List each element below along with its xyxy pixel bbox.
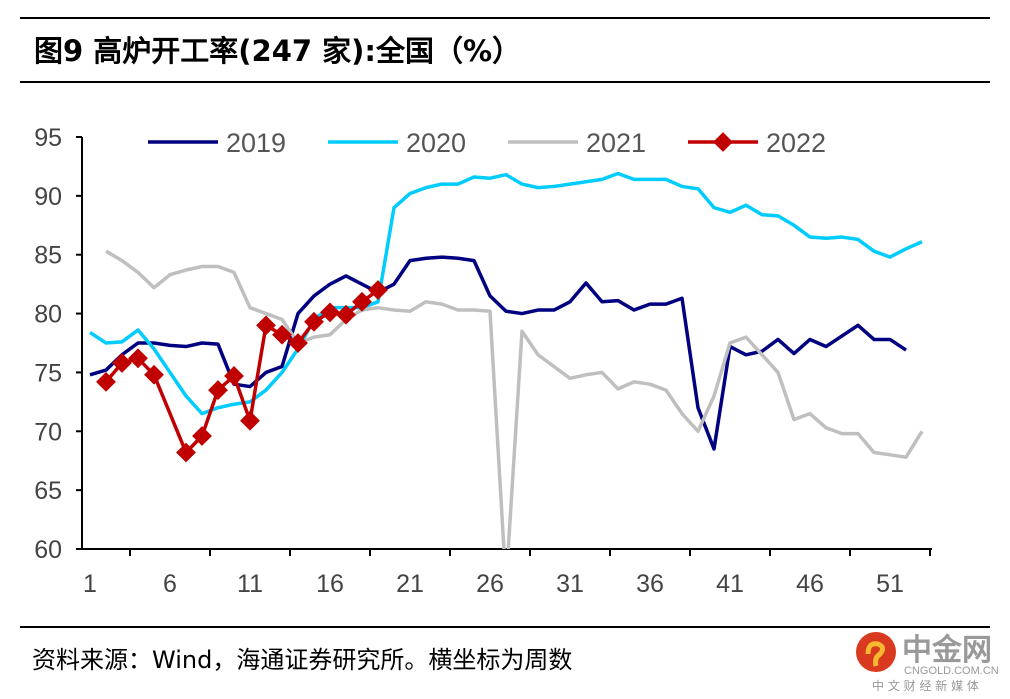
logo-tagline: 中 文 财 经 新 媒 体 (872, 678, 979, 693)
x-tick-label: 31 (556, 570, 584, 598)
data-point-2022 (368, 280, 388, 300)
chart-title: 图9 高炉开工率(247 家):全国（%） (34, 34, 522, 68)
cngold-logo: 中金网 CNGOLD.COM.CN 中 文 财 经 新 媒 体 (852, 622, 1002, 694)
logo-emblem-icon (856, 632, 896, 672)
x-tick-label: 6 (163, 570, 177, 598)
y-tick-label: 60 (34, 536, 62, 564)
data-point-2022 (336, 304, 356, 325)
series-line-2021 (105, 249, 924, 549)
legend-label-2020: 2020 (406, 128, 466, 158)
y-tick-label: 95 (34, 124, 62, 152)
logo-name: 中金网 (902, 633, 992, 668)
footer-rule (20, 626, 990, 628)
x-tick-label: 41 (716, 570, 744, 598)
data-point-2022 (352, 291, 372, 312)
data-point-2022 (176, 442, 196, 463)
legend-label-2022: 2022 (766, 128, 826, 158)
data-point-2022 (96, 371, 116, 392)
x-tick-label: 26 (476, 570, 504, 598)
x-tick-label: 46 (796, 570, 824, 598)
source-note: 资料来源：Wind，海通证券研究所。横坐标为周数 (32, 646, 573, 674)
x-tick-label: 21 (396, 570, 424, 598)
series-line-2020 (89, 171, 923, 416)
x-tick-label: 36 (636, 570, 664, 598)
logo-domain: CNGOLD.COM.CN (904, 665, 999, 677)
data-point-2022 (192, 426, 212, 446)
y-tick-label: 70 (34, 418, 62, 446)
data-point-2022 (224, 366, 244, 386)
legend-marker-2022 (713, 132, 733, 152)
data-point-2022 (208, 380, 228, 400)
data-point-2022 (288, 333, 308, 353)
x-tick-label: 51 (876, 570, 904, 598)
data-point-2022 (304, 311, 324, 332)
data-point-2022 (128, 348, 148, 369)
title-rule (20, 81, 990, 83)
x-tick-label: 16 (316, 570, 344, 598)
legend-label-2019: 2019 (226, 128, 286, 158)
y-tick-label: 90 (34, 183, 62, 211)
x-tick-label: 11 (237, 570, 263, 598)
y-tick-label: 65 (34, 477, 62, 505)
data-point-2022 (144, 364, 164, 385)
data-point-2022 (256, 315, 276, 336)
y-tick-label: 80 (34, 301, 62, 329)
x-tick-label: 1 (83, 570, 97, 598)
data-point-2022 (112, 353, 132, 373)
data-point-2022 (320, 302, 340, 323)
data-point-2022 (240, 410, 260, 431)
legend-label-2021: 2021 (586, 128, 646, 158)
series-line-2019 (89, 255, 907, 451)
y-tick-label: 85 (34, 242, 62, 270)
top-rule (20, 17, 990, 19)
data-point-2022 (272, 324, 292, 345)
y-tick-label: 75 (34, 359, 62, 387)
